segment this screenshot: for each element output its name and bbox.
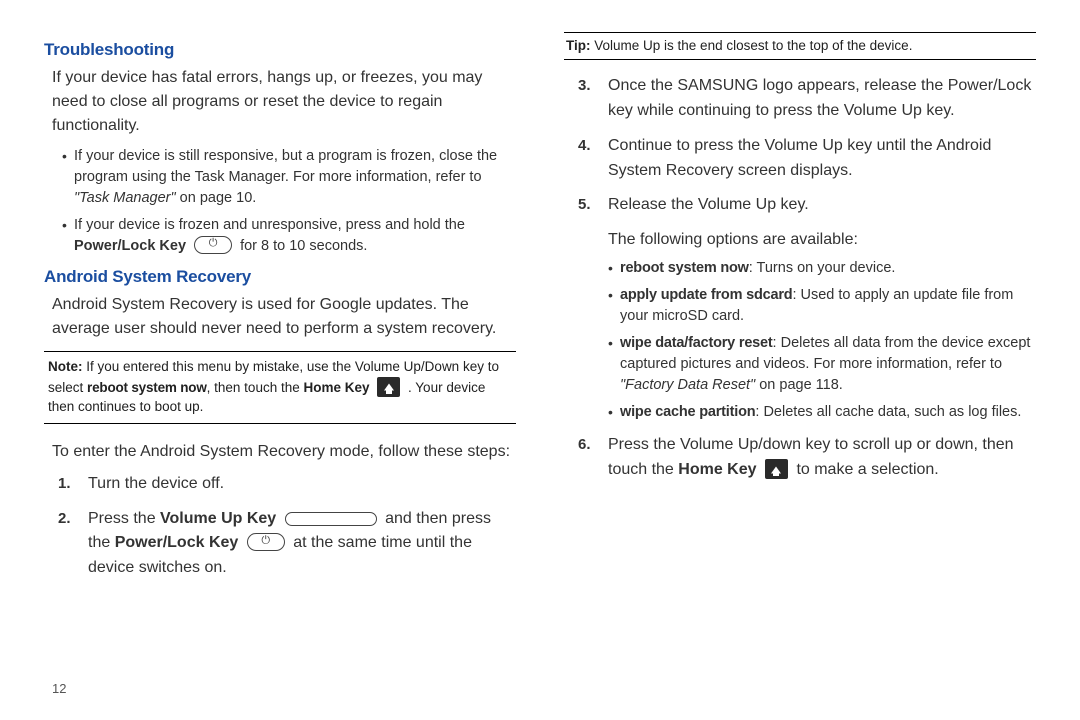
text: Press the <box>88 510 160 527</box>
text: : Deletes all cache data, such as log fi… <box>755 404 1021 420</box>
text: If your device is still responsive, but … <box>74 148 497 185</box>
troubleshooting-intro: If your device has fatal errors, hangs u… <box>52 66 516 138</box>
recovery-steps-3-5: Once the SAMSUNG logo appears, release t… <box>564 74 1036 218</box>
step-4: Continue to press the Volume Up key unti… <box>578 134 1036 184</box>
option-apply-update: apply update from sdcard: Used to apply … <box>608 285 1036 327</box>
power-lock-key-icon <box>194 236 232 254</box>
right-column: Tip: Volume Up is the end closest to the… <box>564 32 1036 696</box>
recovery-steps-intro: To enter the Android System Recovery mod… <box>52 440 516 464</box>
recovery-intro: Android System Recovery is used for Goog… <box>52 293 516 341</box>
volume-up-key-label: Volume Up Key <box>160 510 276 527</box>
step-2: Press the Volume Up Key and then press t… <box>58 507 516 581</box>
label: apply update from sdcard <box>620 287 792 303</box>
home-key-icon <box>765 459 788 479</box>
text: : Turns on your device. <box>749 260 896 276</box>
step-3: Once the SAMSUNG logo appears, release t… <box>578 74 1036 124</box>
text: If your device is frozen and unresponsiv… <box>74 217 465 233</box>
power-lock-key-label: Power/Lock Key <box>115 534 239 551</box>
label: wipe cache partition <box>620 404 755 420</box>
manual-page: Troubleshooting If your device has fatal… <box>0 0 1080 720</box>
options-intro: The following options are available: <box>608 228 1036 252</box>
text: for 8 to 10 seconds. <box>240 238 367 254</box>
home-key-label: Home Key <box>303 380 369 395</box>
tip-label: Tip: <box>566 38 591 53</box>
tip-box: Tip: Volume Up is the end closest to the… <box>564 32 1036 60</box>
bullet-task-manager: If your device is still responsive, but … <box>62 146 516 209</box>
heading-android-recovery: Android System Recovery <box>44 267 516 287</box>
reboot-system-now-label: reboot system now <box>87 380 207 395</box>
text: to make a selection. <box>796 461 938 478</box>
ref-factory-reset: "Factory Data Reset" <box>620 377 755 393</box>
option-wipe-cache: wipe cache partition: Deletes all cache … <box>608 402 1036 423</box>
ref-task-manager: "Task Manager" <box>74 190 176 206</box>
troubleshooting-bullets: If your device is still responsive, but … <box>44 146 516 257</box>
step-6: Press the Volume Up/down key to scroll u… <box>578 433 1036 483</box>
note-label: Note: <box>48 359 83 374</box>
option-reboot: reboot system now: Turns on your device. <box>608 258 1036 279</box>
power-lock-key-label: Power/Lock Key <box>74 238 186 254</box>
text: , then touch the <box>207 380 304 395</box>
label: reboot system now <box>620 260 749 276</box>
label: wipe data/factory reset <box>620 335 773 351</box>
note-box: Note: If you entered this menu by mistak… <box>44 351 516 424</box>
home-key-label: Home Key <box>678 461 756 478</box>
step-5: Release the Volume Up key. <box>578 193 1036 218</box>
recovery-options: reboot system now: Turns on your device.… <box>564 258 1036 423</box>
text: on page 118. <box>755 377 843 393</box>
bullet-power-lock: If your device is frozen and unresponsiv… <box>62 215 516 257</box>
page-number: 12 <box>52 681 66 696</box>
recovery-step-6: Press the Volume Up/down key to scroll u… <box>564 433 1036 483</box>
left-column: Troubleshooting If your device has fatal… <box>44 32 516 696</box>
tip-text: Volume Up is the end closest to the top … <box>591 38 913 53</box>
recovery-steps-1-2: Turn the device off. Press the Volume Up… <box>44 472 516 581</box>
text: on page 10. <box>176 190 257 206</box>
home-key-icon <box>377 377 400 397</box>
option-wipe-data: wipe data/factory reset: Deletes all dat… <box>608 333 1036 396</box>
power-lock-key-icon <box>247 533 285 551</box>
volume-up-key-icon <box>285 512 377 526</box>
heading-troubleshooting: Troubleshooting <box>44 40 516 60</box>
step-1: Turn the device off. <box>58 472 516 497</box>
